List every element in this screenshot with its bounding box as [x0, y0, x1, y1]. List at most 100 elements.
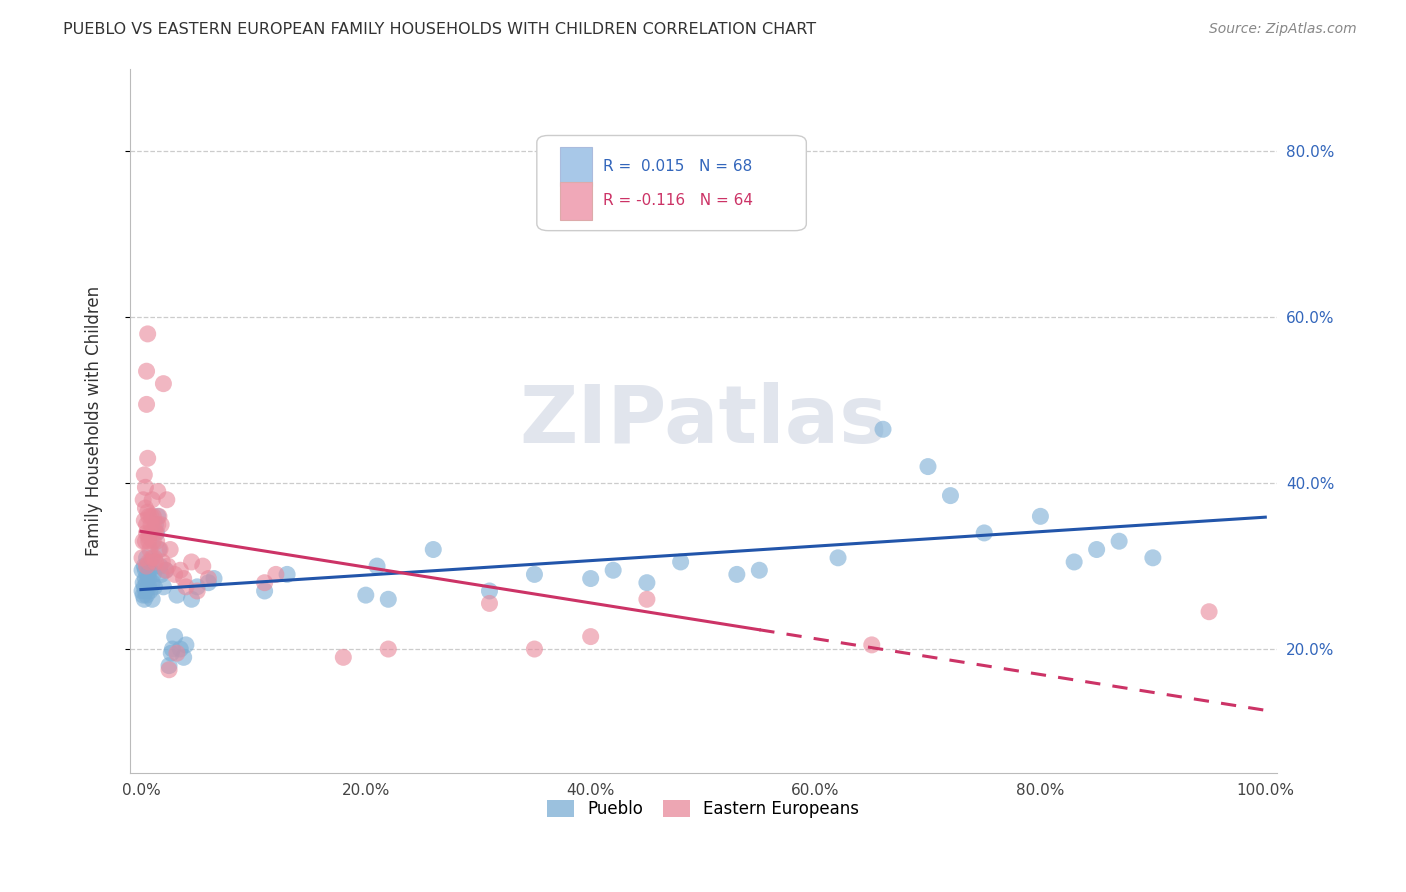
- Point: [138, 509, 160, 524]
- Point: [202, 572, 225, 586]
- Point: [602, 563, 624, 577]
- Point: [138, 580, 160, 594]
- Point: [148, 542, 170, 557]
- Point: [1085, 542, 1108, 557]
- Point: [131, 584, 153, 599]
- Point: [132, 492, 155, 507]
- Point: [939, 489, 962, 503]
- Point: [141, 492, 163, 507]
- Point: [191, 559, 214, 574]
- Point: [197, 575, 219, 590]
- Point: [253, 584, 276, 599]
- Point: [148, 509, 170, 524]
- Point: [139, 555, 162, 569]
- Point: [636, 592, 658, 607]
- Point: [332, 650, 354, 665]
- Point: [166, 646, 188, 660]
- Point: [138, 555, 160, 569]
- Point: [1029, 509, 1052, 524]
- Point: [478, 596, 501, 610]
- Point: [173, 650, 195, 665]
- Point: [725, 567, 748, 582]
- Point: [156, 492, 179, 507]
- Text: PUEBLO VS EASTERN EUROPEAN FAMILY HOUSEHOLDS WITH CHILDREN CORRELATION CHART: PUEBLO VS EASTERN EUROPEAN FAMILY HOUSEH…: [63, 22, 817, 37]
- Point: [917, 459, 939, 474]
- Point: [169, 563, 191, 577]
- Point: [377, 592, 399, 607]
- Point: [135, 517, 157, 532]
- Point: [139, 563, 162, 577]
- Point: [135, 525, 157, 540]
- Point: [1198, 605, 1220, 619]
- Point: [143, 580, 166, 594]
- Point: [169, 642, 191, 657]
- Point: [523, 567, 546, 582]
- Point: [134, 480, 156, 494]
- Point: [139, 525, 162, 540]
- Point: [141, 592, 163, 607]
- Point: [157, 663, 180, 677]
- Point: [134, 580, 156, 594]
- Point: [162, 642, 184, 657]
- Point: [422, 542, 444, 557]
- Point: [155, 563, 177, 577]
- Point: [134, 592, 156, 607]
- Bar: [560, 147, 592, 186]
- Point: [523, 642, 546, 657]
- Point: [134, 514, 156, 528]
- Point: [132, 534, 155, 549]
- Point: [134, 559, 156, 574]
- Point: [138, 534, 160, 549]
- Point: [163, 567, 186, 582]
- Point: [149, 559, 172, 574]
- Point: [1063, 555, 1085, 569]
- Point: [139, 584, 162, 599]
- Point: [143, 550, 166, 565]
- Point: [827, 550, 849, 565]
- Point: [150, 555, 173, 569]
- Point: [134, 467, 156, 482]
- Point: [150, 517, 173, 532]
- Point: [135, 550, 157, 565]
- Point: [145, 534, 167, 549]
- Point: [138, 530, 160, 544]
- Point: [142, 534, 165, 549]
- Point: [134, 501, 156, 516]
- Point: [152, 580, 174, 594]
- Point: [180, 555, 202, 569]
- Point: [135, 364, 157, 378]
- Point: [860, 638, 883, 652]
- Point: [1108, 534, 1130, 549]
- Point: [669, 555, 692, 569]
- Point: [139, 509, 162, 524]
- Point: [174, 638, 197, 652]
- Point: [276, 567, 298, 582]
- Point: [354, 588, 377, 602]
- Point: [173, 572, 195, 586]
- Point: [166, 588, 188, 602]
- Point: [146, 484, 169, 499]
- Point: [132, 588, 155, 602]
- Point: [135, 559, 157, 574]
- Point: [131, 550, 153, 565]
- Point: [134, 563, 156, 577]
- Point: [174, 580, 197, 594]
- Bar: [560, 181, 592, 220]
- Point: [139, 542, 162, 557]
- Point: [152, 376, 174, 391]
- Point: [197, 572, 219, 586]
- Point: [180, 592, 202, 607]
- Point: [150, 567, 173, 582]
- Point: [159, 542, 181, 557]
- Point: [142, 567, 165, 582]
- Legend: Pueblo, Eastern Europeans: Pueblo, Eastern Europeans: [540, 794, 866, 825]
- Text: R =  0.015   N = 68: R = 0.015 N = 68: [603, 160, 752, 174]
- Point: [157, 658, 180, 673]
- Text: ZIPatlas: ZIPatlas: [519, 382, 887, 460]
- Point: [748, 563, 770, 577]
- Point: [134, 584, 156, 599]
- Point: [136, 326, 159, 341]
- Point: [146, 509, 169, 524]
- Point: [134, 534, 156, 549]
- Point: [145, 525, 167, 540]
